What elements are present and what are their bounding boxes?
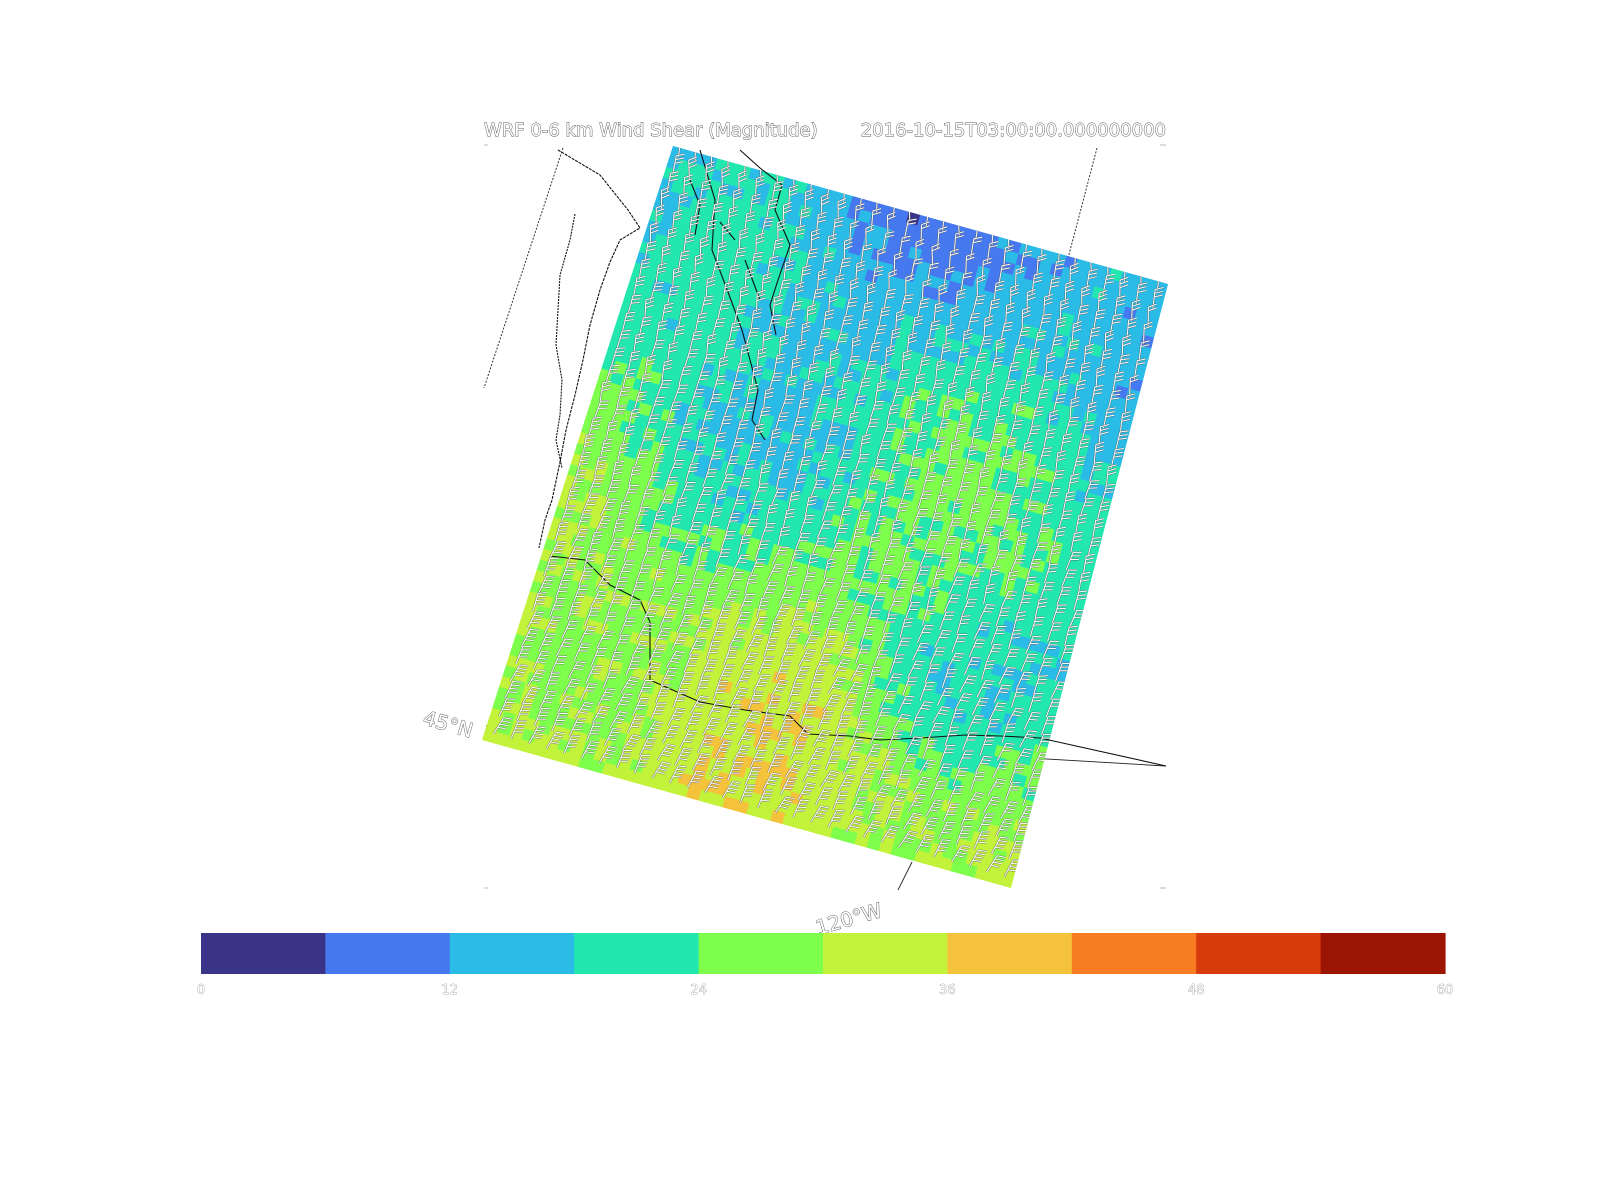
map-frame [484,144,1166,889]
colorbar-segment [1320,933,1446,974]
colorbar-tick-label: 36 [939,983,956,998]
idaho-border [1039,737,1167,767]
meridian-line [483,147,564,389]
colorbar [201,933,1446,974]
colorbar-tick-label: 60 [1437,983,1454,998]
colorbar-segment [449,933,575,974]
colorbar-segment [1196,933,1322,974]
colorbar-segment [325,933,451,974]
meridian-line-120w [897,861,913,891]
colorbar-segment [698,933,824,974]
plot-title-right: 2016-10-15T03:00:00.000000000 [861,120,1166,141]
colorbar-tick-label: 12 [442,983,459,998]
colorbar-segment [823,933,948,974]
colorbar-segment [201,933,326,974]
colorbar-tick-label: 48 [1188,983,1205,998]
colorbar-segment [1071,933,1197,974]
latitude-label-45n: 45°N [421,706,476,743]
colorbar-tick-label: 24 [690,983,707,998]
plot-title-left: WRF 0-6 km Wind Shear (Magnitude) [484,120,818,141]
colorbar-segment [574,933,700,974]
colorbar-tick-label: 0 [197,983,205,998]
colorbar-segment [947,933,1073,974]
colorbar-tick-labels: 0 12 24 36 48 60 [197,983,1454,999]
